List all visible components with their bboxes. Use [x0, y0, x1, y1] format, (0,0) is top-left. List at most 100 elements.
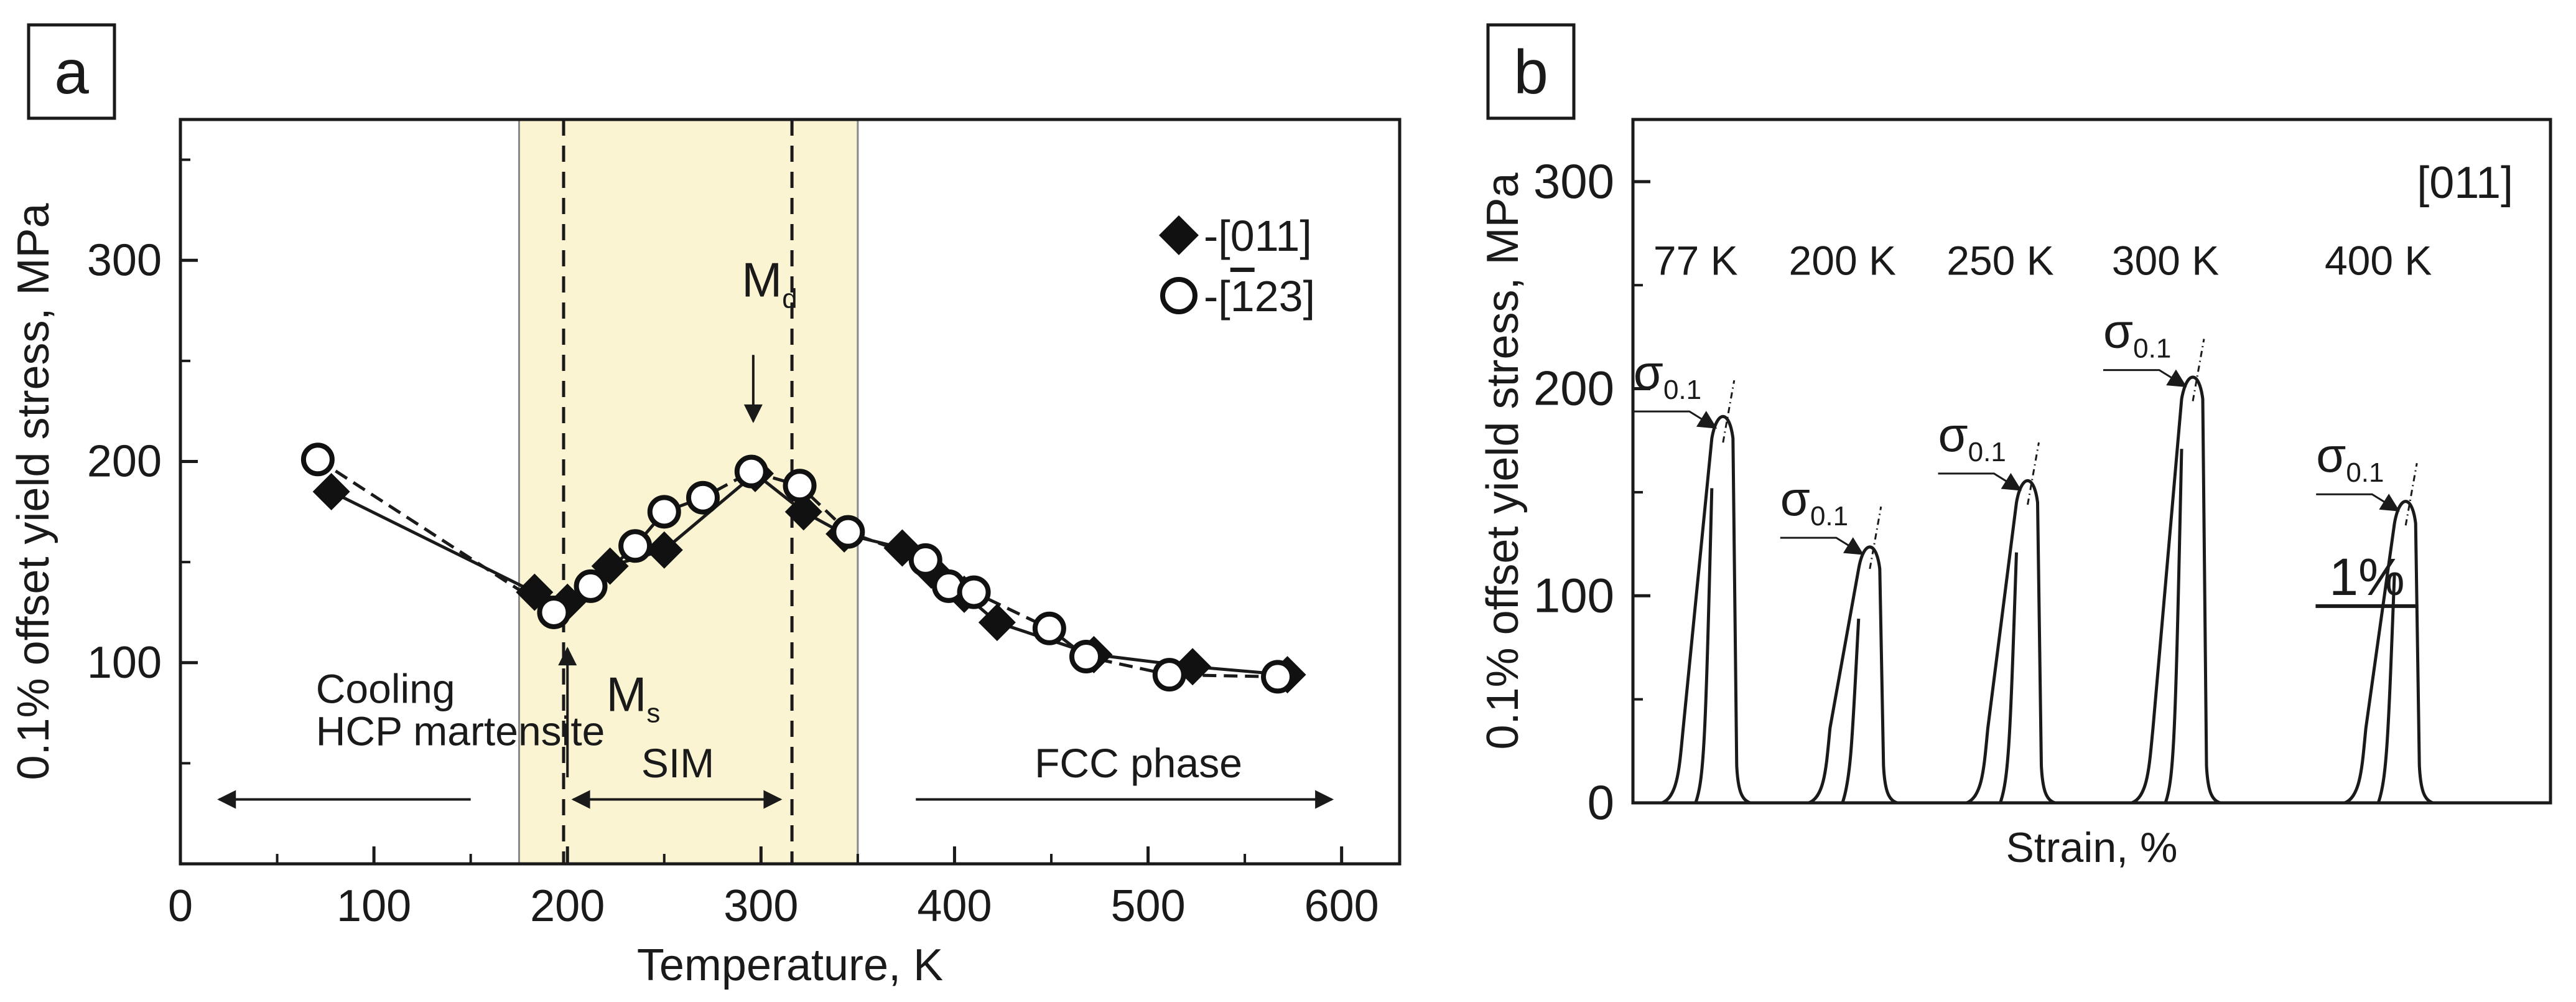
y-tick-label: 100	[1533, 568, 1614, 622]
x-tick-label: 0	[168, 881, 193, 931]
md-label: Md	[742, 252, 797, 314]
data-point-circle	[686, 480, 720, 515]
temperature-label: 77 K	[1653, 238, 1738, 284]
temperature-label: 250 K	[1946, 238, 2053, 284]
stress-strain-loop	[1808, 545, 1898, 805]
unloading-branch	[1999, 552, 2018, 803]
curve-250-K: 250 K σ0.1	[1938, 238, 2056, 805]
stress-strain-loop	[1966, 479, 2056, 805]
data-point-diamond	[978, 604, 1016, 642]
panel-label-box: a	[27, 23, 116, 120]
y-tick-label: 100	[87, 638, 162, 688]
sigma-label: σ0.1	[1634, 345, 1701, 405]
offset-line	[2027, 442, 2040, 505]
data-point-circle	[1032, 611, 1066, 645]
temperature-label: 300 K	[2112, 238, 2219, 284]
y-axis-ticks: 0 100 200 300	[1533, 154, 1650, 830]
stress-strain-loop	[2131, 375, 2221, 805]
x-tick-label: 500	[1110, 881, 1185, 931]
data-point-circle	[1069, 640, 1103, 674]
panel-label: a	[54, 37, 89, 107]
panel-label-box: b	[1486, 23, 1576, 120]
ms-label: Ms	[606, 667, 660, 728]
curve-400-K: 400 K σ0.1	[2316, 238, 2434, 805]
sigma-label: σ0.1	[1780, 471, 1848, 531]
panel-b: 0 100 200 300 0.1% offset yield stress, MPa…	[1478, 23, 2552, 871]
y-tick-label: 0	[1588, 775, 1614, 830]
sigma-arrow	[1780, 536, 1864, 555]
sigma-label: σ0.1	[2316, 428, 2384, 488]
plot-frame	[179, 118, 1402, 866]
temperature-label: 400 K	[2325, 238, 2432, 284]
legend-overbar-digit: 1	[1230, 272, 1255, 321]
plot-frame	[1631, 118, 2552, 805]
curve-200-K: 200 K σ0.1	[1780, 238, 1898, 805]
x-tick-label: 600	[1304, 881, 1379, 931]
x-tick-label: 400	[917, 881, 992, 931]
scale-bar: 1%	[2315, 548, 2419, 608]
data-point-diamond	[312, 473, 350, 510]
x-tick-label: 100	[337, 881, 411, 931]
sigma-arrow	[2103, 369, 2187, 388]
offset-line	[2404, 462, 2418, 526]
data-point-circle	[300, 442, 335, 477]
legend-entry-123: -[123]	[1204, 272, 1315, 321]
x-tick-label: 200	[530, 881, 605, 931]
sigma-arrow	[2316, 493, 2400, 512]
legend-marker-diamond	[1159, 215, 1199, 255]
sim-label: SIM	[641, 740, 714, 786]
curve-77-K: 77 K σ0.1	[1633, 238, 1751, 805]
series-markers	[300, 442, 1306, 694]
data-point-circle	[783, 469, 817, 503]
data-point-circle	[1261, 660, 1295, 694]
x-tick-label: 300	[723, 881, 798, 931]
y-axis-title: 0.1% offset yield stress, MPa	[9, 203, 58, 780]
y-tick-label: 200	[1533, 361, 1614, 416]
temperature-label: 200 K	[1789, 238, 1896, 284]
sigma-arrow	[1938, 472, 2022, 491]
x-axis-ticks: 0 100 200 300 400 500 600	[168, 846, 1379, 931]
unloading-branch	[1841, 618, 1861, 803]
unloading-branch	[1694, 488, 1714, 803]
data-point-circle	[734, 454, 768, 489]
x-axis-title: Temperature, K	[637, 940, 943, 990]
y-tick-label: 300	[1533, 154, 1614, 208]
panel-label: b	[1514, 37, 1548, 107]
data-point-diamond	[645, 531, 683, 569]
sigma-label: σ0.1	[1938, 407, 2006, 467]
stress-strain-loop	[1661, 414, 1751, 805]
legend-entry-011: -[011]	[1204, 212, 1312, 260]
data-point-circle	[831, 515, 865, 549]
data-point-circle	[537, 595, 571, 629]
stress-strain-loop	[2344, 500, 2434, 805]
unloading-branch	[2376, 573, 2396, 803]
sigma-label: σ0.1	[2103, 304, 2171, 364]
offset-line	[1869, 506, 1882, 569]
y-axis-title: 0.1% offset yield stress, MPa	[1478, 172, 1528, 750]
series-line-circle	[317, 458, 1278, 678]
orientation-label: [011]	[2417, 158, 2513, 208]
offset-line	[1722, 380, 1736, 443]
y-tick-label: 200	[87, 437, 162, 487]
annotation-arrows	[217, 355, 1334, 809]
data-point-circle	[618, 529, 653, 563]
x-axis-title: Strain, %	[2006, 824, 2178, 871]
curve-300-K: 300 K σ0.1	[2103, 238, 2221, 805]
data-point-circle	[957, 575, 991, 609]
data-point-circle	[647, 495, 681, 529]
panel-a: 0 100 200 300 400 500 600 100 200 300 Temperatur…	[9, 23, 1402, 990]
data-point-circle	[574, 569, 608, 603]
hcp-label: HCP martensite	[316, 708, 605, 754]
offset-line	[2192, 339, 2205, 401]
sigma-arrow	[1633, 410, 1718, 429]
data-point-diamond	[784, 493, 822, 531]
scale-bar-label: 1%	[2329, 548, 2404, 606]
data-point-circle	[1152, 658, 1186, 692]
y-axis-ticks: 100 200 300	[87, 158, 198, 765]
data-point-circle	[908, 543, 942, 577]
legend-marker-circle	[1160, 277, 1197, 314]
y-tick-label: 300	[87, 235, 162, 285]
legend: -[011] -[123]	[1159, 212, 1315, 321]
